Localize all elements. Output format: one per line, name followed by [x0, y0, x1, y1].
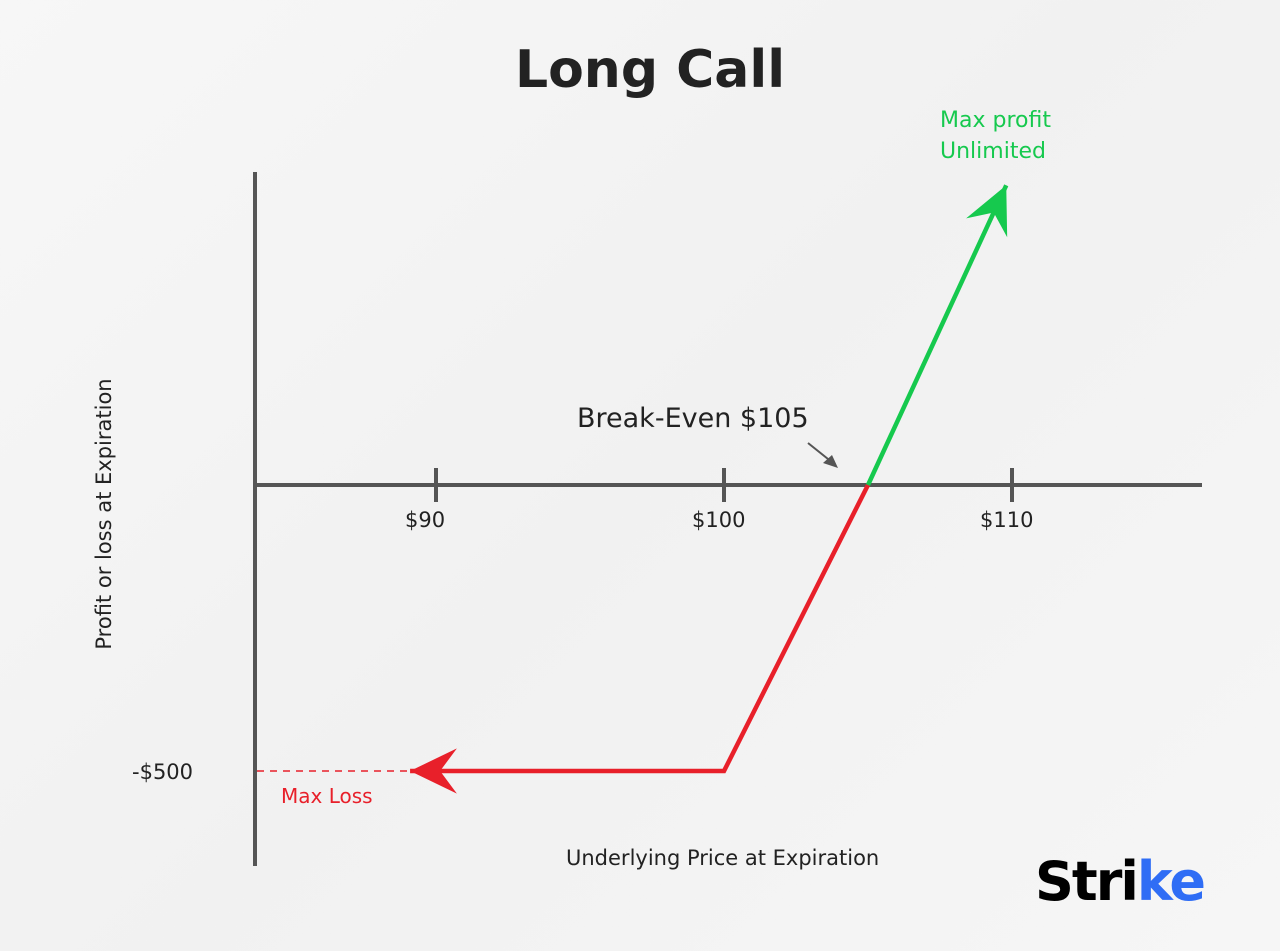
arrowhead-loss — [410, 748, 457, 794]
x-axis-label: Underlying Price at Expiration — [566, 846, 880, 870]
arrowhead-profit — [966, 185, 1008, 238]
max-profit-label: Max profit — [940, 108, 1051, 133]
break-even-label: Break-Even $105 — [577, 403, 809, 434]
series-line-profit — [865, 184, 1009, 486]
x-tick-label-110: $110 — [980, 508, 1034, 532]
y-tick-label: -$500 — [132, 760, 194, 784]
series-line-loss — [410, 483, 871, 774]
break-even-pointer-head — [823, 455, 838, 468]
chart-title: Long Call — [514, 40, 786, 100]
unlimited-label: Unlimited — [940, 139, 1046, 164]
max-loss-label: Max Loss — [281, 784, 373, 808]
logo-text: Stri — [1035, 850, 1139, 913]
strike-logo: Strike — [1035, 850, 1206, 913]
x-tick-label-90: $90 — [405, 508, 446, 532]
y-axis-label: Profit or loss at Expiration — [92, 378, 116, 650]
logo-accent: ke — [1136, 850, 1206, 913]
x-tick-label-100: $100 — [692, 508, 746, 532]
